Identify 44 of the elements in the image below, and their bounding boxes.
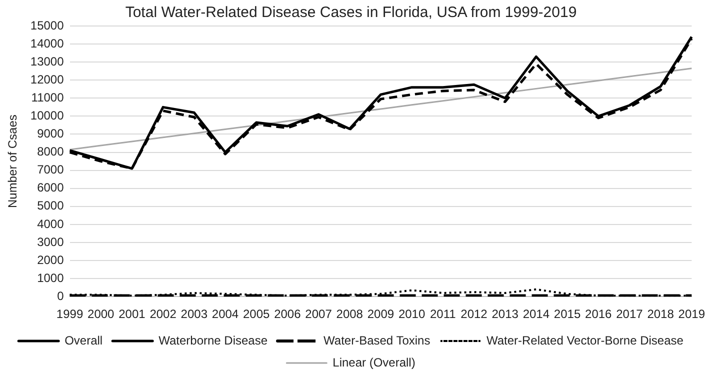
x-tick-label: 2015 [554,307,581,322]
y-tick-label: 11000 [31,90,64,104]
x-tick-label: 2003 [180,307,208,322]
legend-label: Overall [64,333,103,348]
x-tick-label: 1999 [56,307,84,322]
x-tick-label: 2018 [647,307,674,322]
x-tick-label: 2000 [88,307,115,322]
y-tick-label: 6000 [37,180,64,195]
x-tick-label: 2013 [492,307,519,322]
y-tick-label: 13000 [30,54,64,68]
legend-label: Waterborne Disease [158,333,268,348]
legend-label: Linear (Overall) [332,355,416,370]
y-tick-label: 5000 [37,198,64,213]
y-tick-label: 14000 [30,36,64,50]
x-tick-label: 2016 [585,307,612,322]
legend-label: Water-Related Vector-Borne Disease [486,333,684,348]
chart-title: Total Water-Related Disease Cases in Florida, USA from 1999-2019 [125,4,577,22]
y-tick-label: 12000 [30,72,64,86]
x-tick-label: 2011 [430,307,456,322]
y-tick-label: 1000 [37,270,64,285]
y-tick-label: 15000 [30,18,64,32]
x-tick-label: 2012 [460,307,488,322]
y-tick-label: 4000 [37,216,64,231]
y-tick-label: 9000 [37,126,64,141]
x-tick-label: 2008 [336,307,364,322]
y-tick-label: 10000 [30,108,64,123]
x-tick-label: 2019 [678,307,706,322]
x-tick-label: 2017 [616,307,644,322]
x-tick-label: 2001 [118,307,146,322]
y-tick-label: 3000 [37,234,64,249]
y-tick-label: 2000 [37,252,64,267]
x-tick-label: 2005 [242,307,270,322]
x-tick-label: 2006 [274,307,302,322]
y-tick-label: 8000 [37,144,64,159]
legend-label: Water-Based Toxins [324,333,430,348]
y-tick-label: 0 [57,288,64,303]
y-axis-title: Number of Csaes [6,114,20,208]
x-tick-label: 2002 [150,307,177,322]
x-tick-label: 2009 [367,307,394,322]
y-tick-label: 7000 [37,162,64,177]
x-tick-label: 2007 [305,307,332,322]
x-tick-label: 2010 [398,307,426,322]
x-tick-label: 2014 [522,307,550,322]
x-tick-label: 2004 [212,307,239,322]
